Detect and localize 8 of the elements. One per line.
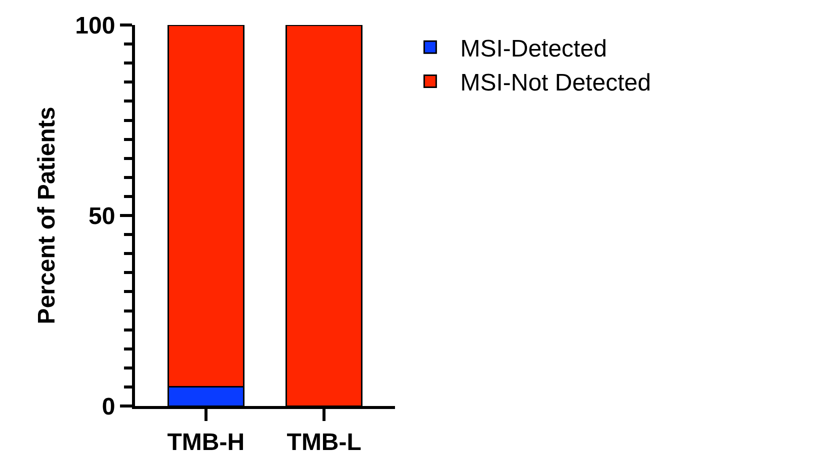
y-axis-title: Percent of Patients <box>33 106 60 324</box>
legend-label: MSI-Detected <box>460 35 607 62</box>
y-tick-label: 50 <box>88 202 116 230</box>
y-tick-label: 100 <box>75 12 116 40</box>
legend-label: MSI-Not Detected <box>460 70 651 97</box>
x-tick-label: TMB-L <box>286 428 362 456</box>
x-tick-label: TMB-H <box>167 428 245 456</box>
y-tick-label: 0 <box>102 393 116 420</box>
